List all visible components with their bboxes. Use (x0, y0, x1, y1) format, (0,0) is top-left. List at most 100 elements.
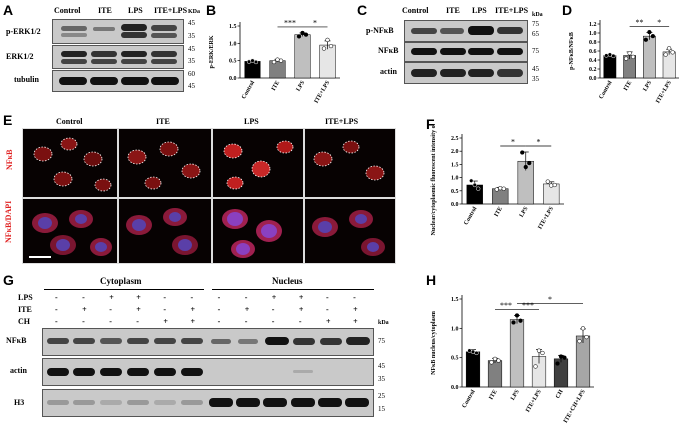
western-blot-erk (52, 45, 184, 69)
bar (465, 351, 481, 388)
data-point (607, 52, 613, 57)
panel-a-lane-label: ITE+LPS (154, 6, 188, 15)
blot-marker: 35 (188, 57, 195, 65)
x-tick-label: ITE+CH+LPS (563, 388, 587, 424)
treatment-sign: + (298, 305, 304, 314)
blot-marker: 35 (188, 32, 195, 40)
western-blot-p-erk (52, 19, 184, 44)
treatment-sign: + (136, 293, 141, 302)
western-blot-nfkb (404, 42, 528, 62)
data-point (577, 339, 582, 344)
data-point (253, 59, 259, 65)
treatment-sign: - (353, 293, 356, 302)
y-axis-label: NFκB nucleus/cytoplasm (431, 311, 437, 375)
panel-letter-c: C (357, 2, 368, 18)
treatment-sign: + (353, 305, 358, 314)
x-tick-label: LPS (519, 205, 530, 218)
treatment-sign: - (326, 305, 329, 314)
data-point (558, 354, 564, 359)
treatment-sign: + (190, 317, 196, 326)
data-point (250, 58, 255, 63)
panel-a-lane-label: ITE (98, 6, 112, 15)
significance-label: * (548, 295, 552, 304)
micro-row-label: NFκB (5, 149, 14, 170)
blot-marker: 75 (532, 20, 539, 28)
treatment-sign: - (326, 293, 329, 302)
bar (643, 35, 656, 79)
data-point (663, 52, 668, 57)
panel-a-lane-label: LPS (128, 6, 143, 15)
data-point (325, 37, 330, 43)
data-point (472, 182, 477, 188)
panel-c-lane-label: ITE (446, 6, 460, 15)
blot-row-label: actin (380, 67, 397, 76)
treatment-sign: + (136, 305, 141, 314)
data-point (467, 348, 472, 353)
panel-c-lane-label: LPS (472, 6, 487, 15)
data-point (275, 57, 280, 62)
data-point (328, 43, 334, 49)
data-point (489, 360, 494, 365)
data-point (630, 54, 636, 59)
x-tick-label: Control (462, 389, 477, 410)
data-point (647, 29, 652, 35)
chart-panel-d: p-NFκB/NFκB 0.0 0.2 0.4 0.6 0.8 1.0 1.2 Control I… (569, 18, 679, 104)
treatment-sign: - (271, 317, 275, 326)
bar (575, 335, 591, 388)
treatment-sign: - (136, 317, 139, 326)
data-point (555, 361, 560, 366)
bar (319, 44, 336, 79)
x-tick-label: LPS (296, 79, 307, 92)
data-point (303, 32, 309, 37)
bar (603, 55, 617, 79)
y-tick-label: 1.0 (451, 326, 459, 332)
blot-marker: 35 (532, 75, 539, 83)
x-tick-label: Control (598, 80, 613, 101)
data-point (666, 46, 672, 51)
western-blot-g-actin (42, 358, 374, 386)
treatment-sign: - (55, 317, 58, 326)
treatment-label: ITE (18, 305, 32, 314)
y-tick-label: 0.0 (451, 202, 459, 208)
chart-panel-f: Nuclear/cytoplasmic fluorescent intensit… (431, 124, 564, 235)
micrograph-merge-ite (118, 198, 212, 264)
data-point (321, 46, 327, 51)
treatment-sign: + (82, 305, 87, 314)
data-point (604, 53, 609, 58)
y-tick-label: 1.5 (451, 162, 459, 168)
micrograph-merge-lps (212, 198, 304, 264)
y-tick-label: 2.5 (451, 136, 459, 142)
blot-row-label: NFκB (378, 46, 399, 55)
western-blot-g-h3 (42, 389, 374, 417)
x-tick-label: Control (463, 206, 478, 227)
blot-marker: 45 (188, 45, 195, 53)
significance-label: * (537, 137, 541, 146)
panel-a-kda-label: KDa (188, 9, 200, 15)
treatment-sign: - (163, 293, 167, 302)
x-tick-label: CH (555, 389, 565, 400)
western-blot-tubulin (52, 70, 184, 92)
treatment-sign: - (217, 293, 221, 302)
data-point (643, 37, 649, 42)
data-point (501, 186, 506, 191)
x-tick-label: ITE (271, 80, 281, 92)
y-tick-label: 1.0 (229, 41, 237, 47)
x-tick-label: ITE+LPS (655, 79, 673, 104)
treatment-label: LPS (18, 293, 33, 302)
data-point (469, 178, 474, 183)
data-point (520, 150, 525, 155)
y-tick-label: 0.4 (589, 58, 597, 64)
y-axis-label: Nuclear/cytoplasmic fluorescent intensit… (431, 124, 437, 235)
data-point (496, 358, 501, 363)
y-tick-label: 0.0 (451, 385, 459, 391)
y-tick-label: 0.0 (229, 76, 237, 82)
western-blot-g-nfkb (42, 328, 374, 356)
blot-row-label: p-ERK1/2 (6, 27, 41, 36)
bar (487, 360, 503, 388)
blot-marker: 75 (532, 47, 539, 55)
treatment-sign: + (244, 305, 250, 314)
data-point (492, 356, 498, 361)
y-tick-label: 2.0 (451, 149, 459, 155)
panel-c-lane-label: ITE+LPS (495, 6, 529, 15)
treatment-sign: - (244, 317, 248, 326)
